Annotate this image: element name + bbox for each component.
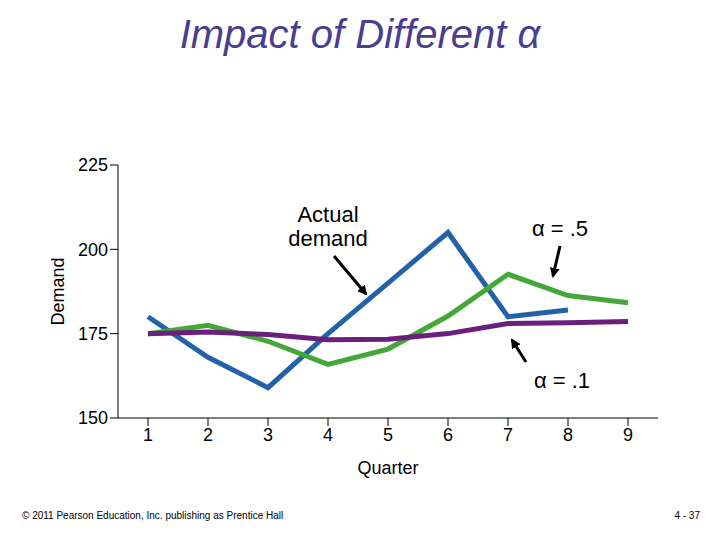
svg-text:225: 225: [78, 155, 108, 175]
svg-text:4: 4: [323, 425, 333, 445]
svg-text:200: 200: [78, 240, 108, 260]
svg-text:5: 5: [383, 425, 393, 445]
svg-text:Demand: Demand: [48, 257, 68, 325]
svg-text:9: 9: [623, 425, 633, 445]
svg-text:150: 150: [78, 408, 108, 428]
svg-text:α = .1: α = .1: [534, 368, 590, 393]
svg-text:3: 3: [263, 425, 273, 445]
svg-text:175: 175: [78, 324, 108, 344]
svg-text:Quarter: Quarter: [357, 458, 418, 478]
svg-text:2: 2: [203, 425, 213, 445]
svg-text:7: 7: [503, 425, 513, 445]
html-text:Impact of Different α: Impact of Different α: [179, 12, 541, 56]
svg-text:Actualdemand: Actualdemand: [288, 202, 368, 251]
svg-text:1: 1: [143, 425, 153, 445]
svg-text:α = .5: α = .5: [532, 216, 588, 241]
html-text:© 2011 Pearson Education, Inc.: © 2011 Pearson Education, Inc. publishin…: [22, 510, 284, 521]
svg-text:6: 6: [443, 425, 453, 445]
html-text:4 - 37: 4 - 37: [674, 510, 700, 521]
svg-text:8: 8: [563, 425, 573, 445]
